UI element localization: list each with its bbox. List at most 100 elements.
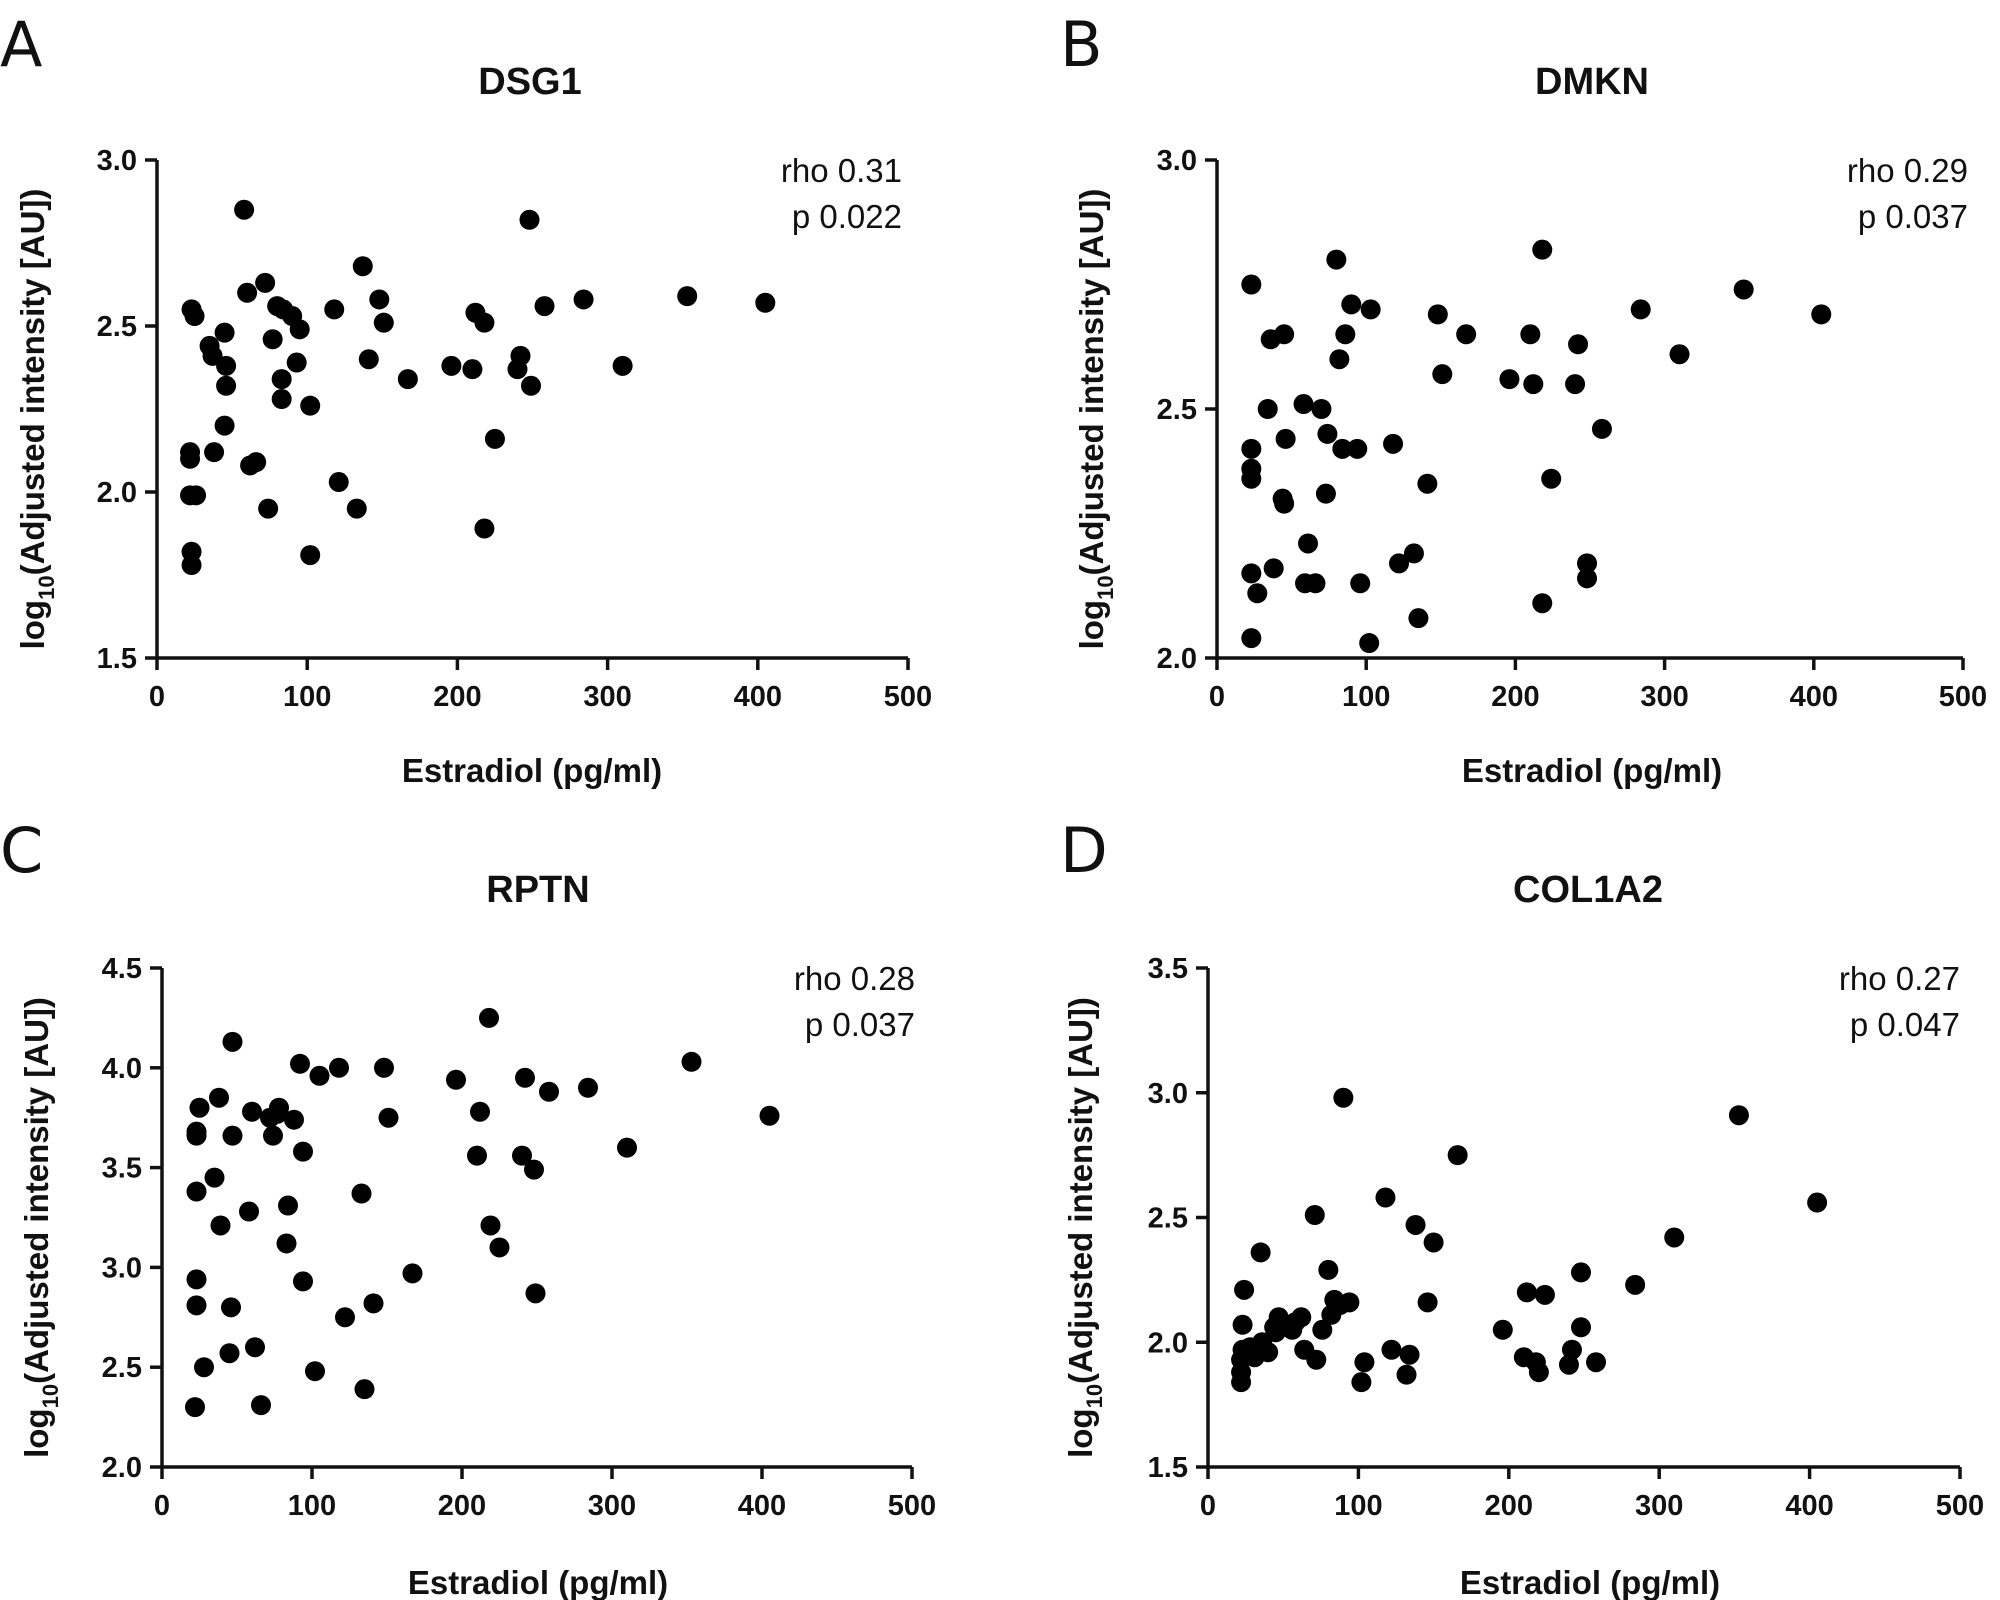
data-point	[328, 472, 349, 493]
data-point	[1263, 558, 1284, 579]
data-point	[1306, 1349, 1327, 1370]
data-point	[1232, 1314, 1253, 1335]
data-point	[186, 1269, 207, 1290]
data-point	[1389, 553, 1410, 574]
x-axis-label: Estradiol (pg/ml)	[1462, 752, 1722, 789]
data-point	[1728, 1105, 1749, 1126]
stat-annotation: rho 0.29	[1847, 152, 1968, 189]
data-point	[186, 1121, 207, 1142]
data-point	[186, 1181, 207, 1202]
data-point	[1664, 1227, 1685, 1248]
data-point	[467, 1145, 487, 1166]
panel-letter: A	[0, 8, 42, 81]
data-point	[269, 1097, 289, 1118]
y-axis-label-log: log	[18, 1408, 55, 1457]
data-point	[1317, 423, 1338, 444]
y-tick-label: 3.0	[1157, 145, 1197, 177]
data-point	[1520, 324, 1541, 345]
x-tick-label: 500	[884, 681, 932, 713]
data-point	[1298, 533, 1319, 554]
data-point	[209, 1087, 229, 1108]
data-point	[1383, 433, 1404, 454]
y-tick-label: 3.5	[102, 1153, 142, 1185]
data-point	[1332, 438, 1353, 459]
data-point	[489, 1237, 510, 1258]
data-point	[755, 292, 776, 313]
data-point	[300, 395, 321, 416]
plot-title: DMKN	[1535, 61, 1649, 103]
y-axis-label-text: (Adjusted intensity [AU])	[14, 189, 51, 576]
data-point	[1558, 1354, 1579, 1375]
data-point	[1432, 364, 1453, 385]
data-point	[214, 415, 235, 436]
y-tick-label: 2.5	[102, 1352, 142, 1384]
data-point	[1807, 1192, 1828, 1213]
data-point	[484, 428, 505, 449]
data-point	[1811, 304, 1832, 325]
y-axis-label: log10(Adjusted intensity [AU])	[18, 997, 63, 1458]
y-axis-label-log: log	[14, 600, 51, 649]
data-point	[1499, 369, 1520, 390]
y-tick-label: 3.0	[102, 1252, 142, 1284]
data-point	[1381, 1339, 1402, 1360]
x-tick-label: 200	[1491, 681, 1539, 713]
plot-title: COL1A2	[1513, 869, 1663, 911]
data-point	[1311, 399, 1332, 419]
data-point	[284, 1109, 304, 1130]
data-point	[352, 256, 373, 277]
data-point	[1405, 1214, 1426, 1235]
data-point	[237, 282, 258, 303]
data-point	[374, 1057, 394, 1078]
x-tick-label: 300	[1635, 1490, 1683, 1522]
x-tick-label: 400	[738, 1490, 786, 1522]
data-point	[512, 1145, 532, 1166]
data-point	[194, 1357, 214, 1378]
y-axis-label: log10(Adjusted intensity [AU])	[1073, 189, 1118, 650]
x-tick-label: 0	[149, 681, 165, 713]
data-point	[1335, 324, 1356, 345]
data-point	[1532, 593, 1553, 614]
data-point	[251, 1395, 271, 1416]
y-axis-label-text: (Adjusted intensity [AU])	[1073, 189, 1110, 576]
data-point	[524, 1159, 544, 1180]
y-tick-label: 1.5	[1148, 1452, 1188, 1484]
data-point	[1250, 1242, 1271, 1263]
data-point	[1528, 1362, 1549, 1383]
data-point	[1568, 334, 1589, 355]
x-tick-label: 400	[1790, 681, 1838, 713]
stat-annotation: p 0.047	[1850, 1006, 1960, 1043]
y-tick-label: 2.5	[97, 311, 137, 343]
data-point	[446, 1069, 466, 1090]
data-point	[397, 369, 418, 390]
data-point	[305, 1361, 325, 1382]
data-point	[1305, 573, 1326, 594]
data-point	[1247, 583, 1268, 604]
y-axis-label-text: (Adjusted intensity [AU])	[18, 997, 55, 1384]
data-point	[1275, 428, 1296, 449]
data-point	[1333, 1087, 1354, 1108]
data-point	[1257, 399, 1278, 419]
data-point	[510, 345, 531, 366]
data-point	[185, 1397, 205, 1418]
data-point	[351, 1183, 372, 1204]
data-point	[519, 209, 540, 230]
x-tick-label: 500	[1936, 1490, 1984, 1522]
panel-letter: D	[1060, 814, 1108, 887]
data-point	[474, 518, 495, 539]
x-tick-label: 200	[438, 1490, 486, 1522]
data-point	[1375, 1187, 1396, 1208]
data-point	[324, 299, 345, 320]
data-point	[1339, 1292, 1360, 1313]
data-point	[1274, 324, 1295, 345]
panel-letter: C	[0, 814, 43, 887]
data-point	[329, 1057, 349, 1078]
data-point	[186, 485, 207, 506]
y-axis-label-log: log	[1062, 1408, 1099, 1457]
data-point	[1304, 1205, 1325, 1226]
y-axis-label-subscript: 10	[38, 1384, 63, 1408]
data-point	[1534, 1284, 1555, 1305]
y-axis-label-subscript: 10	[1082, 1384, 1107, 1408]
panel-b: B DMKN 0 100 200 300 400 500 2.0 2.5 3.0 Estradiol …	[1060, 8, 1987, 789]
data-point	[1447, 1145, 1468, 1166]
data-point	[1669, 344, 1690, 365]
